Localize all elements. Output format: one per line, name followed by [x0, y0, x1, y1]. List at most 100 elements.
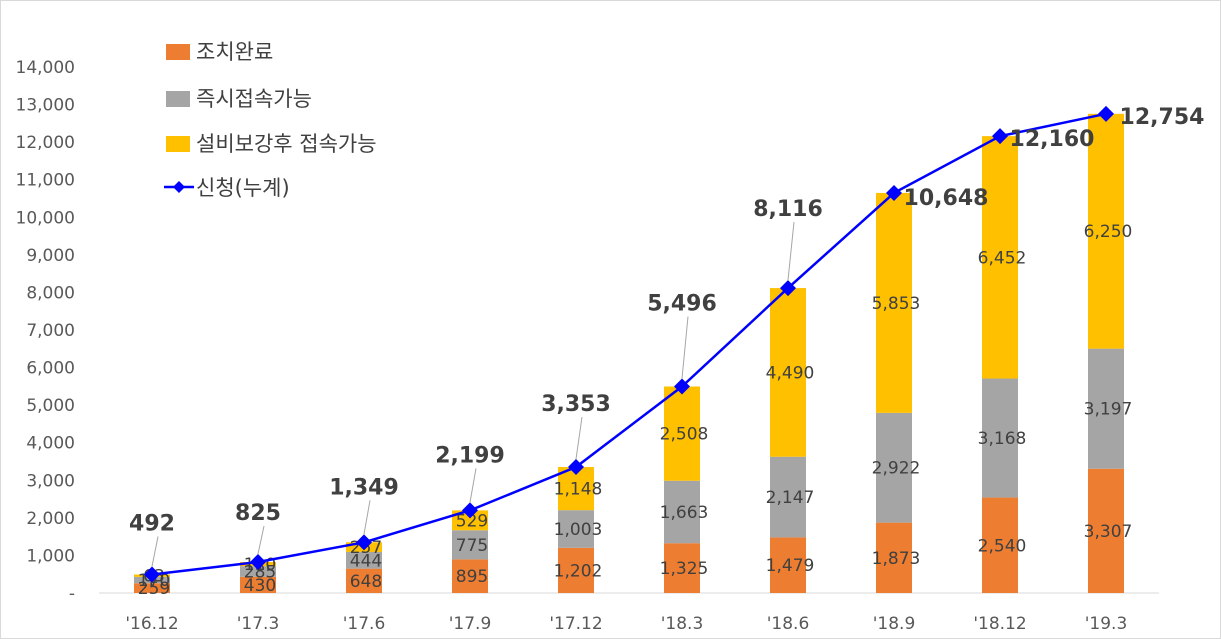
label-leader-line [787, 222, 795, 281]
label-leader-line [363, 500, 371, 535]
segment-value-label: 3,168 [978, 429, 1027, 449]
y-tick-label: 1,000 [26, 546, 75, 566]
x-tick-label: '18.12 [973, 614, 1026, 634]
segment-value-label: 2,508 [660, 425, 709, 445]
segment-value-label: 1,202 [554, 561, 603, 581]
segment-value-label: 285 [244, 562, 276, 582]
segment-value-label: 775 [456, 536, 488, 556]
total-value-label: 12,754 [1120, 105, 1205, 130]
bar-segment-3 [982, 136, 1018, 379]
total-value-label: 8,116 [753, 197, 823, 222]
bar-segment-2 [664, 480, 700, 544]
x-tick-label: '17.3 [237, 614, 280, 634]
segment-value-label: 3,307 [1084, 522, 1133, 542]
legend-swatch [166, 44, 190, 60]
segment-value-label: 1,325 [660, 559, 709, 579]
total-value-label: 3,353 [541, 392, 611, 417]
y-tick-label: 2,000 [26, 509, 75, 529]
total-value-label: 492 [129, 512, 175, 537]
total-value-label: 825 [235, 501, 281, 526]
legend-label: 신청(누계) [196, 176, 290, 200]
segment-value-label: 2,147 [766, 488, 815, 508]
bar-segment-2 [982, 378, 1018, 498]
y-tick-label: 14,000 [16, 58, 75, 78]
legend-label: 조치완료 [196, 40, 273, 64]
bar-segment-3 [452, 510, 488, 531]
bar-segment-1 [876, 522, 912, 593]
segment-value-label: 1,663 [660, 503, 709, 523]
bar-segment-1 [240, 576, 276, 593]
y-tick-label: 5,000 [26, 396, 75, 416]
y-tick-label: 9,000 [26, 246, 75, 266]
bar-segment-2 [452, 530, 488, 560]
legend-label: 즉시접속가능 [196, 87, 312, 111]
bar-segment-3 [770, 288, 806, 457]
bar-segment-3 [664, 386, 700, 481]
legend-line-marker [173, 181, 185, 193]
line-marker [992, 128, 1008, 145]
segment-value-label: 3,197 [1084, 400, 1133, 420]
bar-segment-1 [452, 559, 488, 593]
segment-value-label: 648 [350, 572, 382, 592]
y-tick-label: 10,000 [16, 208, 75, 228]
total-value-label: 10,648 [904, 186, 989, 211]
cumulative-line [151, 112, 1107, 576]
segment-value-label: 1,148 [554, 480, 603, 500]
x-tick-label: '18.9 [873, 614, 916, 634]
x-tick-label: '17.12 [549, 614, 602, 634]
line-marker [674, 378, 690, 395]
legend-swatch [166, 91, 190, 107]
segment-value-label: 529 [456, 511, 488, 531]
bar-segment-1 [770, 537, 806, 593]
legend-swatch [166, 136, 190, 152]
y-tick-label: 8,000 [26, 283, 75, 303]
segment-value-label: 895 [456, 567, 488, 587]
bar-segment-2 [240, 566, 276, 577]
segment-value-label: 6,250 [1084, 222, 1133, 242]
label-leader-line [257, 525, 265, 555]
line-marker [356, 534, 372, 551]
label-leader-line [469, 468, 477, 503]
total-value-label: 2,199 [435, 443, 505, 468]
x-tick-label: '18.6 [767, 614, 810, 634]
y-tick-label: 6,000 [26, 359, 75, 379]
x-tick-label: '17.6 [343, 614, 386, 634]
bar-segment-1 [346, 568, 382, 593]
total-value-label: 5,496 [647, 292, 717, 317]
y-tick-label: 4,000 [26, 434, 75, 454]
segment-value-label: 5,853 [872, 294, 921, 314]
segment-value-label: 6,452 [978, 248, 1027, 268]
label-leader-line [575, 416, 583, 460]
y-tick-label: 7,000 [26, 321, 75, 341]
y-tick-label: 11,000 [16, 171, 75, 191]
line-marker [250, 554, 266, 571]
segment-value-label: 259 [138, 579, 170, 599]
bar-segment-3 [1088, 113, 1124, 349]
bar-segment-2 [346, 551, 382, 569]
segment-value-label: 444 [350, 551, 382, 571]
line-marker [568, 459, 584, 476]
y-tick-label: 13,000 [16, 96, 75, 116]
segment-value-label: 1,479 [766, 556, 815, 576]
bar-segment-2 [876, 412, 912, 523]
x-tick-label: '16.12 [125, 614, 178, 634]
label-leader-line [681, 316, 689, 379]
y-tick-label: - [69, 584, 75, 604]
total-value-label: 1,349 [329, 475, 399, 500]
legend-label: 설비보강후 접속가능 [196, 132, 377, 156]
label-leader-line [151, 536, 159, 567]
bar-segment-1 [134, 583, 170, 593]
line-marker [462, 502, 478, 519]
segment-value-label: 2,540 [978, 536, 1027, 556]
line-marker [780, 280, 796, 297]
x-tick-label: '17.9 [449, 614, 492, 634]
segment-value-label: 1,003 [554, 520, 603, 540]
bar-segment-1 [1088, 468, 1124, 593]
bar-segment-2 [558, 510, 594, 548]
bar-segment-2 [770, 456, 806, 538]
segment-value-label: 430 [244, 576, 276, 596]
segment-value-label: 4,490 [766, 363, 815, 383]
y-tick-label: 3,000 [26, 471, 75, 491]
segment-value-label: 2,922 [872, 459, 921, 479]
